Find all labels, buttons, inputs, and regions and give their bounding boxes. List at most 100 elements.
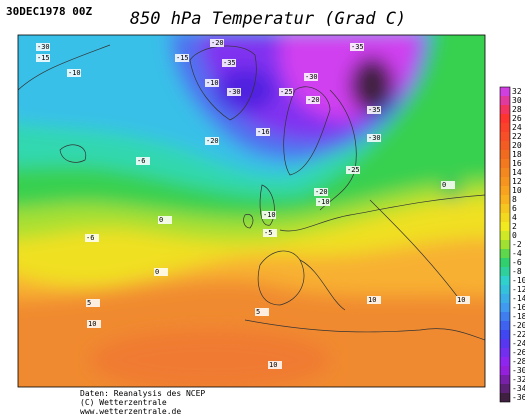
date: 30DEC1978 00Z [6, 5, 92, 18]
colorbar-label: 14 [512, 168, 522, 177]
label-bg [255, 308, 269, 316]
label-bg [350, 43, 364, 51]
colorbar-label: -14 [512, 294, 525, 303]
colorbar-label: 30 [512, 96, 522, 105]
colorbar-cell [500, 294, 510, 303]
colorbar: 32302826242220181614121086420-2-4-6-8-10… [499, 86, 525, 403]
colorbar-cell [500, 348, 510, 357]
colorbar-cell [500, 222, 510, 231]
colorbar-cell [500, 312, 510, 321]
colorbar-cell [500, 249, 510, 258]
colorbar-label: 4 [512, 213, 517, 222]
label-bg [36, 54, 50, 62]
colorbar-label: 20 [512, 141, 522, 150]
colorbar-label: -36 [512, 393, 525, 402]
colorbar-cell [500, 105, 510, 114]
colorbar-cell [500, 366, 510, 375]
colorbar-label: -18 [512, 312, 525, 321]
colorbar-cell [500, 384, 510, 393]
label-bg [306, 96, 320, 104]
colorbar-cell [500, 114, 510, 123]
map-frame [17, 34, 486, 388]
colorbar-label: -10 [512, 276, 525, 285]
label-bg [205, 137, 219, 145]
label-bg [136, 157, 150, 165]
contour-label: -10 [206, 79, 219, 87]
contour-label: -35 [351, 43, 364, 51]
label-bg [279, 88, 293, 96]
label-bg [441, 181, 455, 189]
contour-label: -6 [137, 157, 145, 165]
label-bg [268, 361, 282, 369]
colorbar-cell [500, 168, 510, 177]
colorbar-label: 8 [512, 195, 517, 204]
label-bg [262, 211, 276, 219]
colorbar-cell [500, 132, 510, 141]
label-bg [304, 73, 318, 81]
colorbar-cell [500, 177, 510, 186]
colorbar-label: -20 [512, 321, 525, 330]
label-bg [263, 229, 277, 237]
colorbar-label: -6 [512, 258, 522, 267]
label-bg [175, 54, 189, 62]
contour-label: -20 [315, 188, 328, 196]
contour-label: 10 [88, 320, 96, 328]
label-bg [314, 188, 328, 196]
contour-label: -20 [206, 137, 219, 145]
colorbar-label: -32 [512, 375, 525, 384]
colorbar-cell [500, 339, 510, 348]
contour-label: -10 [68, 69, 81, 77]
colorbar-cell [500, 393, 510, 402]
contour-label: -25 [347, 166, 360, 174]
colorbar-cell [500, 231, 510, 240]
contour-label: -30 [228, 88, 241, 96]
contour-label: -10 [317, 198, 330, 206]
label-bg [222, 59, 236, 67]
footer-line: www.wetterzentrale.de [80, 407, 181, 416]
label-bg [367, 106, 381, 114]
footer-line: (C) Wetterzentrale [80, 398, 167, 407]
contour-label: -15 [37, 54, 50, 62]
colorbar-cell [500, 330, 510, 339]
label-bg [256, 128, 270, 136]
colorbar-cell [500, 123, 510, 132]
colorbar-label: -8 [512, 267, 522, 276]
label-bg [227, 88, 241, 96]
colorbar-cell [500, 285, 510, 294]
contour-label: 0 [442, 181, 446, 189]
colorbar-cell [500, 321, 510, 330]
colorbar-cell [500, 87, 510, 96]
contour-label: -20 [307, 96, 320, 104]
contour-label: 5 [256, 308, 260, 316]
colorbar-label: 32 [512, 87, 522, 96]
colorbar-label: 18 [512, 150, 522, 159]
contour-label: -6 [86, 234, 94, 242]
contour-label: 10 [269, 361, 277, 369]
colorbar-cell [500, 276, 510, 285]
contour-label: -30 [368, 134, 381, 142]
contour-label: -16 [257, 128, 270, 136]
colorbar-cell [500, 303, 510, 312]
contour-label: -30 [37, 43, 50, 51]
colorbar-label: 2 [512, 222, 517, 231]
contour-label: -10 [263, 211, 276, 219]
contour-label: -30 [305, 73, 318, 81]
colorbar-label: -24 [512, 339, 525, 348]
contour-label: -35 [223, 59, 236, 67]
colorbar-label: 22 [512, 132, 522, 141]
colorbar-cell [500, 267, 510, 276]
contour-label: 10 [368, 296, 376, 304]
colorbar-label: -2 [512, 240, 522, 249]
colorbar-label: 28 [512, 105, 522, 114]
colorbar-cell [500, 258, 510, 267]
colorbar-label: 24 [512, 123, 522, 132]
label-bg [158, 216, 172, 224]
colorbar-cell [500, 150, 510, 159]
colorbar-cell [500, 186, 510, 195]
colorbar-label: 0 [512, 231, 517, 240]
contour-label: 0 [159, 216, 163, 224]
label-bg [316, 198, 330, 206]
title: 850 hPa Temperatur (Grad C) [130, 9, 406, 29]
colorbar-cell [500, 159, 510, 168]
